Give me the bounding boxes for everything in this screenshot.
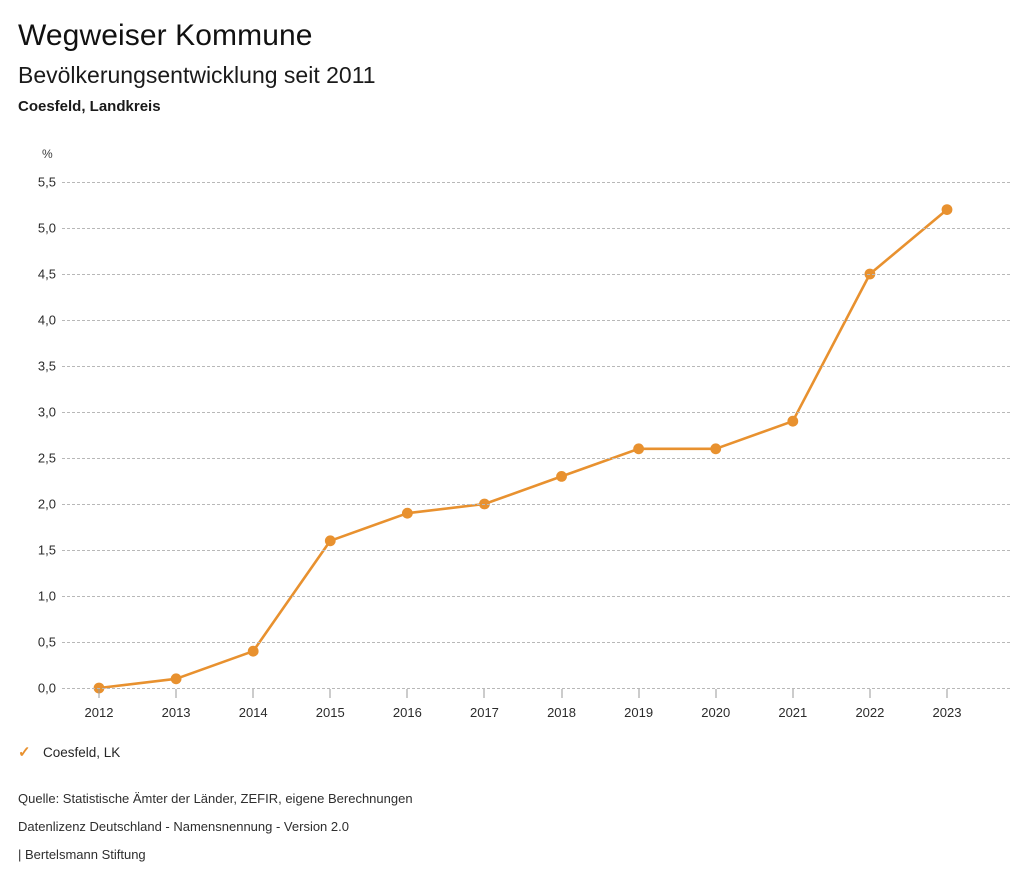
data-point-marker[interactable]: [633, 443, 645, 455]
x-axis-tick-label: 2020: [701, 705, 731, 720]
series-line-coesfeld-lk: [93, 204, 953, 694]
y-axis-tick-label: 2,5: [37, 450, 56, 466]
y-axis-tick-label: 4,5: [37, 266, 56, 282]
gridline: [62, 320, 1010, 321]
x-axis-tick-mark: [252, 689, 254, 698]
gridline: [62, 642, 1010, 643]
legend-item-label: Coesfeld, LK: [43, 745, 121, 760]
x-axis-tick-label: 2015: [315, 705, 345, 720]
x-axis-tick-mark: [869, 689, 871, 698]
gridline: [62, 504, 1010, 505]
footer-publisher: | Bertelsmann Stiftung: [18, 847, 146, 862]
x-axis-tick-label: 2017: [469, 705, 499, 720]
y-axis-tick-label: 3,5: [37, 358, 56, 374]
x-axis-tick-mark: [406, 689, 408, 698]
x-axis-tick-label: 2016: [392, 705, 422, 720]
y-axis-unit-label: %: [42, 147, 53, 161]
x-axis-tick-mark: [483, 689, 485, 698]
x-axis-tick-mark: [946, 689, 948, 698]
gridline: [62, 688, 1010, 689]
x-axis-tick-label: 2014: [238, 705, 268, 720]
region-label: Coesfeld, Landkreis: [18, 98, 161, 115]
y-axis-tick-label: 5,5: [37, 174, 56, 190]
x-axis-tick-mark: [98, 689, 100, 698]
data-point-marker[interactable]: [324, 535, 336, 547]
y-axis-tick-label: 1,5: [37, 542, 56, 558]
data-point-marker[interactable]: [247, 645, 259, 657]
y-axis-tick-label: 5,0: [37, 220, 56, 236]
y-axis-tick-label: 1,0: [37, 588, 56, 604]
footer-source: Quelle: Statistische Ämter der Länder, Z…: [18, 791, 413, 806]
x-axis-tick-mark: [792, 689, 794, 698]
y-axis-tick-label: 4,0: [37, 312, 56, 328]
data-point-marker[interactable]: [401, 507, 413, 519]
data-point-marker[interactable]: [710, 443, 722, 455]
gridline: [62, 182, 1010, 183]
x-axis-tick-label: 2013: [161, 705, 191, 720]
page-title: Wegweiser Kommune: [18, 19, 313, 52]
check-icon: ✓: [18, 744, 31, 761]
y-axis-tick-label: 0,5: [37, 634, 56, 650]
x-axis-tick-mark: [715, 689, 717, 698]
gridline: [62, 596, 1010, 597]
x-axis-tick-label: 2022: [855, 705, 885, 720]
y-axis-tick-label: 3,0: [37, 404, 56, 420]
x-axis-tick-mark: [638, 689, 640, 698]
gridline: [62, 366, 1010, 367]
series-path: [97, 208, 949, 690]
data-point-marker[interactable]: [787, 415, 799, 427]
footer-license: Datenlizenz Deutschland - Namensnennung …: [18, 819, 349, 834]
x-axis-tick-mark: [175, 689, 177, 698]
data-point-marker[interactable]: [556, 471, 567, 482]
line-chart: % 0,0 0,5 1,0 1,5 2,0 2,5 3,0 3,5 4,0 4,5 5,0 5,5 20…: [0, 140, 1024, 730]
x-axis-tick-label: 2021: [778, 705, 808, 720]
gridline: [62, 458, 1010, 459]
x-axis-tick-label: 2018: [547, 705, 576, 720]
x-axis-tick-label: 2012: [84, 705, 114, 720]
gridline: [62, 550, 1010, 551]
y-axis-tick-label: 2,0: [37, 496, 56, 512]
page-subtitle: Bevölkerungsentwicklung seit 2011: [18, 62, 376, 88]
y-axis-tick-label: 0,0: [37, 680, 56, 696]
data-point-marker[interactable]: [941, 204, 953, 215]
gridline: [62, 274, 1010, 275]
chart-legend[interactable]: ✓ Coesfeld, LK: [18, 745, 120, 760]
gridline: [62, 412, 1010, 413]
data-point-marker[interactable]: [93, 682, 105, 694]
data-point-marker[interactable]: [170, 673, 182, 685]
x-axis-tick-label: 2023: [932, 705, 962, 720]
x-axis-tick-mark: [561, 689, 563, 698]
x-axis-tick-mark: [329, 689, 331, 698]
x-axis-tick-label: 2019: [624, 705, 654, 720]
header-block: Wegweiser Kommune Bevölkerungsentwicklun…: [18, 16, 376, 118]
footer-block: Quelle: Statistische Ämter der Länder, Z…: [18, 785, 413, 869]
gridline: [62, 228, 1010, 229]
plot-area: 0,0 0,5 1,0 1,5 2,0 2,5 3,0 3,5 4,0 4,5 5,0 5,5 2012…: [0, 140, 1024, 730]
